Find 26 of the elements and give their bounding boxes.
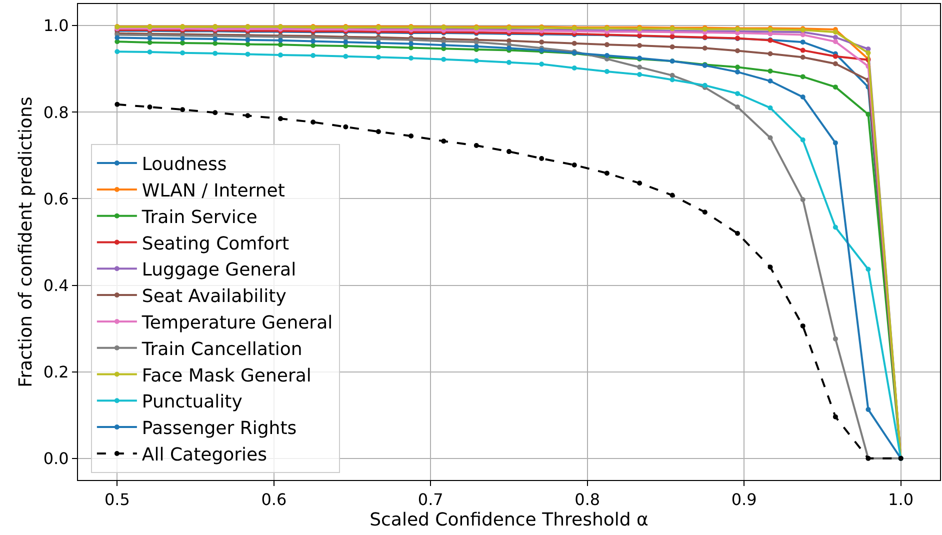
legend-label: Passenger Rights (142, 418, 297, 440)
legend-label: WLAN / Internet (142, 180, 285, 202)
legend-label: Face Mask General (142, 365, 312, 386)
legend-label: Temperature General (140, 312, 333, 334)
x-tick-label: 0.9 (731, 490, 757, 510)
y-tick-label: 0.6 (43, 189, 69, 208)
y-axis-title: Fraction of confident predictions (16, 96, 37, 388)
y-tick-label: 0.0 (43, 448, 69, 468)
legend-label: Train Service (140, 206, 258, 228)
legend-label: Seat Availability (142, 286, 287, 308)
y-tick-label: 0.8 (43, 102, 69, 122)
y-tick-label: 0.2 (43, 362, 69, 382)
legend-label: Loudness (142, 154, 227, 176)
legend-label: All Categories (142, 444, 267, 466)
legend-label: Punctuality (142, 392, 243, 413)
x-tick-label: 0.6 (261, 490, 287, 510)
x-tick-label: 0.5 (104, 490, 130, 510)
x-tick-label: 1.0 (888, 490, 914, 510)
x-tick-label: 0.7 (418, 490, 444, 510)
x-tick-label: 0.8 (574, 490, 600, 510)
legend-label: Train Cancellation (140, 338, 302, 360)
x-axis-title: Scaled Confidence Threshold α (370, 509, 648, 530)
y-tick-label: 1.0 (43, 16, 69, 36)
legend-label: Luggage General (142, 260, 296, 281)
legend-label: Seating Comfort (142, 233, 290, 254)
y-tick-label: 0.4 (43, 276, 69, 295)
